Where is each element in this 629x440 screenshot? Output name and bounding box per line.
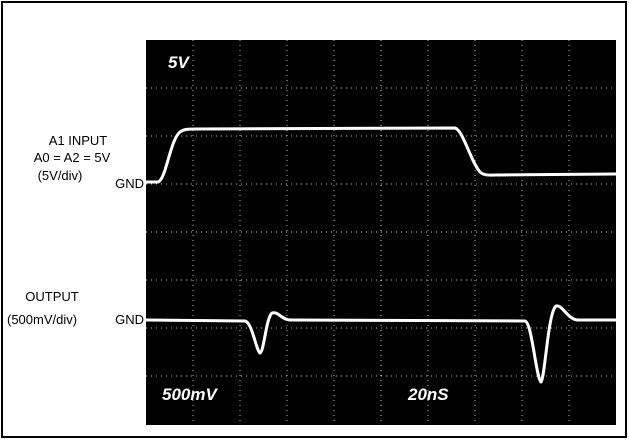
ch2-label: OUTPUT: [25, 289, 79, 304]
output-trace: [145, 304, 616, 384]
input-trace: [146, 126, 617, 184]
ch2-ground: GND: [115, 312, 144, 327]
ch1-scale: 5V: [168, 53, 190, 72]
timebase: 20nS: [407, 385, 449, 404]
ch2-label: (500mV/div): [7, 312, 77, 327]
graticule: [146, 40, 616, 425]
ch1-label: A1 INPUT: [49, 133, 108, 148]
ch2-scale: 500mV: [162, 385, 218, 404]
ch1-ground: GND: [115, 176, 144, 191]
ch1-label: A0 = A2 = 5V: [34, 150, 111, 165]
ch1-label: (5V/div): [38, 168, 83, 183]
